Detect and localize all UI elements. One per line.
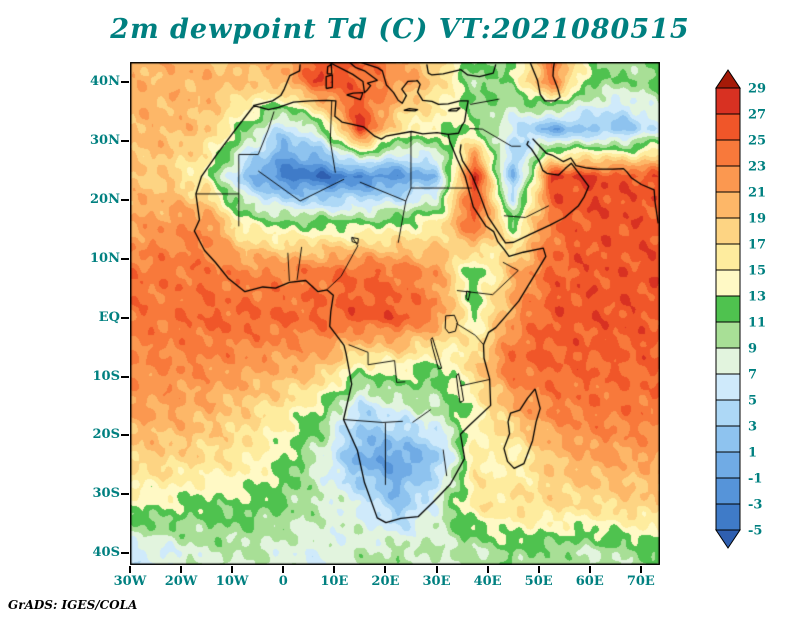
- colorbar-box: [715, 373, 741, 401]
- y-axis-label-40n: 40N: [90, 74, 120, 90]
- colorbar-label-17: 17: [748, 238, 766, 253]
- colorbar-box: [715, 321, 741, 349]
- x-axis-tick: [129, 566, 131, 573]
- dewpoint-map-canvas: [130, 62, 660, 565]
- x-axis-tick: [282, 566, 285, 573]
- x-axis-label-40e: 40E: [473, 574, 502, 589]
- colorbar-box: [715, 165, 741, 193]
- x-axis-label-0: 0: [278, 574, 288, 589]
- colorbar-box: [715, 295, 741, 323]
- colorbar-label-29: 29: [748, 82, 766, 97]
- y-axis-tick: [121, 257, 129, 260]
- x-axis-label-10e: 10E: [320, 574, 349, 589]
- x-axis-label-30w: 30W: [113, 574, 147, 589]
- colorbar-label-7: 7: [748, 368, 757, 383]
- y-axis-tick: [121, 81, 129, 84]
- colorbar-label-13: 13: [748, 290, 766, 305]
- colorbar-label-1: 1: [748, 446, 757, 461]
- x-axis-label-50e: 50E: [524, 574, 553, 589]
- y-axis-tick: [121, 139, 129, 142]
- y-axis-label-30n: 30N: [90, 132, 120, 148]
- colorbar-box: [715, 217, 741, 245]
- colorbar-label--3: -3: [748, 498, 762, 513]
- colorbar-label-3: 3: [748, 420, 757, 435]
- colorbar-label--5: -5: [748, 524, 762, 539]
- x-axis-tick: [639, 566, 642, 573]
- x-axis-label-30e: 30E: [422, 574, 451, 589]
- y-axis-label-10s: 10S: [92, 368, 120, 384]
- colorbar-box: [715, 347, 741, 375]
- y-axis-label-30s: 30S: [92, 486, 120, 502]
- x-axis-label-60e: 60E: [575, 574, 604, 589]
- y-axis-label-20n: 20N: [90, 191, 120, 207]
- x-axis-tick: [384, 566, 387, 573]
- y-axis-tick: [121, 198, 129, 201]
- plot-title: 2m dewpoint Td (C) VT:2021080515: [110, 14, 690, 45]
- y-axis-tick: [121, 316, 129, 319]
- colorbar-box: [715, 503, 741, 531]
- colorbar-cap-bottom: [715, 529, 741, 549]
- colorbar-label-15: 15: [748, 264, 766, 279]
- colorbar-box: [715, 399, 741, 427]
- colorbar-label-27: 27: [748, 108, 766, 123]
- x-axis-tick: [333, 566, 336, 573]
- x-axis-tick: [537, 566, 540, 573]
- y-axis-label-eq: EQ: [98, 309, 120, 325]
- colorbar-label-5: 5: [748, 394, 757, 409]
- x-axis-tick: [435, 566, 438, 573]
- x-axis-label-20e: 20E: [371, 574, 400, 589]
- colorbar: 29 27 25 23 21 19 17 15 13 11 9 7 5 3 1 -1 -3 -5: [715, 69, 766, 549]
- x-axis-tick: [231, 566, 234, 573]
- colorbar-label-11: 11: [748, 316, 766, 331]
- y-axis-tick: [121, 493, 129, 496]
- y-axis-label-40s: 40S: [92, 545, 120, 561]
- colorbar-box: [715, 139, 741, 167]
- x-axis-label-10w: 10W: [215, 574, 249, 589]
- y-axis-tick: [121, 375, 129, 378]
- colorbar-label--1: -1: [748, 472, 762, 487]
- colorbar-box: [715, 87, 741, 115]
- y-axis-tick: [121, 434, 129, 437]
- colorbar-box: [715, 269, 741, 297]
- colorbar-label-25: 25: [748, 134, 766, 149]
- y-axis-label-10n: 10N: [90, 250, 120, 266]
- colorbar-label-21: 21: [748, 186, 766, 201]
- x-axis-tick: [588, 566, 591, 573]
- colorbar-box: [715, 425, 741, 453]
- y-axis-tick: [121, 552, 129, 555]
- colorbar-label-19: 19: [748, 212, 766, 227]
- grads-credit: GrADS: IGES/COLA: [8, 598, 138, 612]
- colorbar-box: [715, 191, 741, 219]
- colorbar-cap-top: [715, 69, 741, 89]
- x-axis-label-20w: 20W: [164, 574, 198, 589]
- x-axis-label-70e: 70E: [626, 574, 655, 589]
- x-axis-tick: [180, 566, 183, 573]
- colorbar-label-9: 9: [748, 342, 757, 357]
- y-axis-label-20s: 20S: [92, 427, 120, 443]
- colorbar-box: [715, 477, 741, 505]
- colorbar-box: [715, 113, 741, 141]
- colorbar-box: [715, 451, 741, 479]
- colorbar-box: [715, 243, 741, 271]
- colorbar-label-23: 23: [748, 160, 766, 175]
- x-axis-tick: [486, 566, 489, 573]
